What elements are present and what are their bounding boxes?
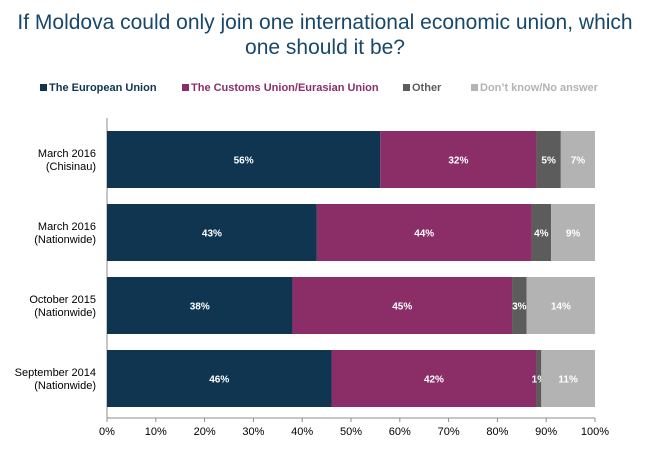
bar-segment (107, 131, 381, 188)
data-label: 43% (202, 229, 222, 240)
x-tick-label: 30% (242, 426, 264, 438)
category-label: (Chisinau) (46, 161, 96, 173)
data-label: 56% (234, 156, 254, 167)
data-label: 9% (566, 229, 581, 240)
bar-segment (107, 204, 317, 261)
chart-title-line-2: one should it be? (245, 36, 405, 59)
x-tick-label: 10% (145, 426, 167, 438)
bar-segment (551, 204, 595, 261)
bar-segment (380, 131, 537, 188)
x-tick-label: 20% (194, 426, 216, 438)
category-label: March 2016 (38, 221, 96, 233)
legend-label-2: The Customs Union/Eurasian Union (191, 82, 379, 94)
data-label: 46% (209, 375, 229, 386)
x-tick-label: 90% (535, 426, 557, 438)
data-label: 1% (532, 375, 547, 386)
bar-segment (536, 350, 542, 407)
category-label: October 2015 (29, 294, 96, 306)
bar-segment (292, 277, 513, 334)
bar-segment (541, 350, 595, 407)
x-tick-label: 60% (389, 426, 411, 438)
category-label: September 2014 (15, 367, 96, 379)
x-tick-label: 0% (99, 426, 115, 438)
bar-segment (536, 131, 561, 188)
data-label: 14% (551, 302, 571, 313)
data-label: 38% (190, 302, 210, 313)
x-tick-label: 80% (486, 426, 508, 438)
data-label: 3% (512, 302, 527, 313)
bar-segment (316, 204, 532, 261)
bar-segment (531, 204, 552, 261)
data-label: 7% (571, 156, 586, 167)
category-label: (Nationwide) (34, 307, 96, 319)
legend-swatch-1 (40, 84, 47, 91)
bar-segment (107, 277, 293, 334)
x-tick-label: 40% (291, 426, 313, 438)
bar-segment (560, 131, 595, 188)
x-tick-label: 100% (581, 426, 609, 438)
bar-segment (107, 350, 332, 407)
legend-swatch-3 (403, 84, 410, 91)
x-tick-label: 70% (438, 426, 460, 438)
legend-label-3: Other (412, 82, 442, 94)
chart-title-line-1: If Moldova could only join one internati… (17, 11, 633, 34)
data-label: 5% (541, 156, 556, 167)
x-tick-label: 50% (340, 426, 362, 438)
legend-swatch-2 (182, 84, 189, 91)
legend-label-4: Don’t know/No answer (480, 82, 599, 94)
data-label: 42% (424, 375, 444, 386)
category-label: (Nationwide) (34, 234, 96, 246)
data-label: 45% (392, 302, 412, 313)
chart-title: If Moldova could only join one internati… (0, 10, 650, 60)
category-label: March 2016 (38, 148, 96, 160)
legend-swatch-4 (471, 84, 478, 91)
bar-segment (526, 277, 595, 334)
category-label: (Nationwide) (34, 380, 96, 392)
data-label: 44% (414, 229, 434, 240)
data-label: 11% (558, 375, 578, 386)
data-label: 4% (534, 229, 549, 240)
legend-label-1: The European Union (49, 82, 157, 94)
bar-segment (512, 277, 527, 334)
data-label: 32% (448, 156, 468, 167)
bar-segment (331, 350, 537, 407)
